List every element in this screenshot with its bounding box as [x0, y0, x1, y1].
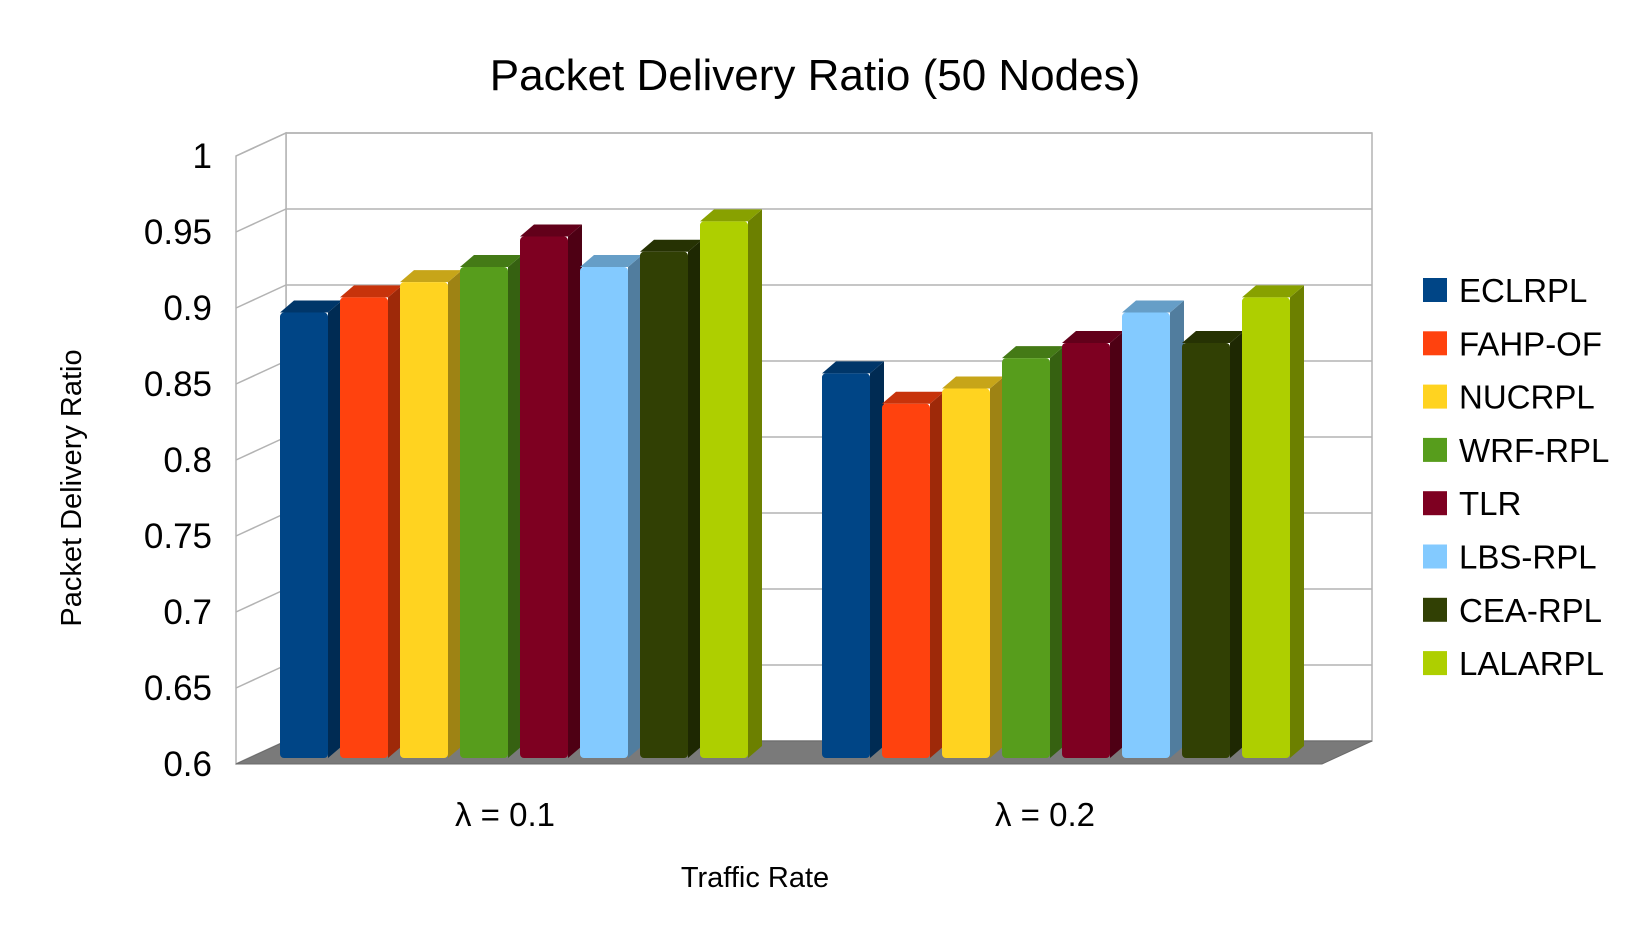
- legend-label: NUCRPL: [1459, 379, 1595, 416]
- y-tick-label: 1: [193, 137, 212, 176]
- bar-tlr-2: [1062, 330, 1124, 758]
- bar-nucrpl-1: [400, 270, 462, 758]
- legend-item-tlr: TLR: [1423, 485, 1521, 522]
- legend-label: CEA-RPL: [1459, 592, 1602, 629]
- y-tick-label: 0.85: [144, 365, 212, 404]
- legend-swatch: [1423, 331, 1447, 356]
- y-tick-label: 0.6: [163, 745, 212, 784]
- legend-swatch: [1423, 384, 1447, 409]
- bar-lbs-rpl-2: [1122, 300, 1184, 758]
- legend-swatch: [1423, 491, 1447, 516]
- legend-label: WRF-RPL: [1459, 432, 1609, 469]
- gridline: [235, 208, 1372, 233]
- x-category-label: λ = 0.2: [995, 796, 1095, 833]
- legend-item-wrf-rpl: WRF-RPL: [1423, 432, 1609, 469]
- legend: ECLRPL FAHP-OF NUCRPL WRF-RPL TLR LBS-RPL CEA-…: [1423, 272, 1609, 682]
- bars: [280, 209, 1304, 759]
- bar-cea-rpl-1: [640, 239, 702, 758]
- bar-eclrpl-2: [822, 361, 884, 758]
- gridline: [235, 132, 1372, 157]
- y-tick-label: 0.8: [163, 441, 212, 480]
- bar-lalarpl-2: [1242, 285, 1304, 758]
- bar-wrf-rpl-1: [460, 254, 522, 758]
- bar-fahp-of-1: [340, 285, 402, 758]
- legend-item-eclrpl: ECLRPL: [1423, 272, 1587, 309]
- bar-cea-rpl-2: [1182, 330, 1244, 758]
- y-tick-label: 0.7: [163, 593, 212, 632]
- legend-label: TLR: [1459, 485, 1521, 522]
- bar-eclrpl-1: [280, 300, 342, 758]
- y-axis-ticks: 0.6 0.65 0.7 0.75 0.8 0.85 0.9 0.95 1: [144, 137, 212, 784]
- legend-swatch: [1423, 544, 1447, 569]
- bar-lbs-rpl-1: [580, 254, 642, 758]
- y-tick-label: 0.65: [144, 669, 212, 708]
- y-tick-label: 0.75: [144, 517, 212, 556]
- bar-nucrpl-2: [942, 376, 1004, 758]
- legend-item-lalarpl: LALARPL: [1423, 645, 1604, 682]
- x-category-label: λ = 0.1: [455, 796, 555, 833]
- gridline: [235, 284, 1372, 309]
- legend-label: LBS-RPL: [1459, 539, 1597, 576]
- y-tick-label: 0.95: [144, 213, 212, 252]
- bar-fahp-of-2: [882, 391, 944, 758]
- chart-title: Packet Delivery Ratio (50 Nodes): [490, 51, 1140, 100]
- y-axis-label: Packet Delivery Ratio: [56, 349, 88, 626]
- legend-label: LALARPL: [1459, 645, 1604, 682]
- x-axis-categories: λ = 0.1 λ = 0.2: [455, 796, 1095, 833]
- legend-label: ECLRPL: [1459, 272, 1587, 309]
- legend-item-nucrpl: NUCRPL: [1423, 379, 1595, 416]
- legend-swatch: [1423, 651, 1447, 676]
- legend-swatch: [1423, 597, 1447, 622]
- bar-tlr-1: [520, 224, 582, 758]
- bar-wrf-rpl-2: [1002, 346, 1064, 758]
- legend-item-fahp-of: FAHP-OF: [1423, 325, 1602, 362]
- bar-lalarpl-1: [700, 209, 762, 759]
- legend-swatch: [1423, 437, 1447, 462]
- x-axis-label: Traffic Rate: [681, 862, 829, 894]
- legend-swatch: [1423, 278, 1447, 302]
- y-tick-label: 0.9: [163, 289, 212, 328]
- legend-label: FAHP-OF: [1459, 325, 1602, 362]
- legend-item-lbs-rpl: LBS-RPL: [1423, 539, 1597, 576]
- legend-item-cea-rpl: CEA-RPL: [1423, 592, 1602, 629]
